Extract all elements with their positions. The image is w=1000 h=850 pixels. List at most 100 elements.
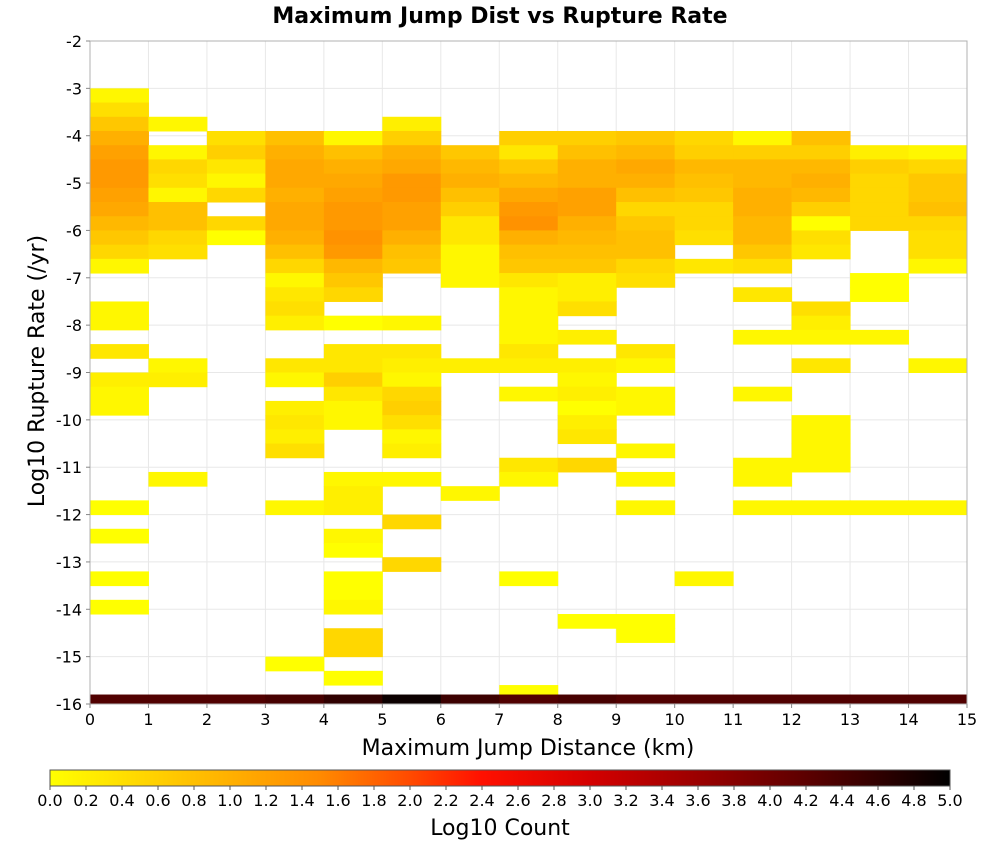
heatmap-cell <box>382 400 442 416</box>
heatmap-cell <box>440 230 500 246</box>
y-tick-label: -13 <box>56 553 82 572</box>
heatmap-cell <box>382 130 442 146</box>
heatmap-cell <box>323 159 383 175</box>
heatmap-cell <box>557 329 617 345</box>
heatmap-cell <box>499 244 559 260</box>
heatmap-cell <box>148 159 208 175</box>
heatmap-cell <box>148 471 208 487</box>
heatmap-cell <box>733 386 793 402</box>
heatmap-cell <box>148 145 208 160</box>
heatmap-cell <box>499 173 559 189</box>
heatmap-cell <box>850 500 910 516</box>
heatmap-cell <box>674 571 734 587</box>
heatmap-cell <box>674 230 734 246</box>
heatmap-cell <box>674 145 734 160</box>
colorbar-tick-label: 1.8 <box>361 791 386 810</box>
heatmap-cell <box>382 216 442 231</box>
heatmap-cell <box>206 130 266 146</box>
x-tick-label: 10 <box>664 710 684 729</box>
heatmap-cell-bottom <box>499 694 559 704</box>
heatmap-cell <box>791 301 851 317</box>
heatmap-cell <box>499 130 559 146</box>
heatmap-cell <box>616 258 676 274</box>
heatmap-cell <box>382 315 442 331</box>
heatmap-cell <box>791 315 851 331</box>
heatmap-cell <box>440 216 500 231</box>
heatmap-cell <box>265 273 325 288</box>
heatmap-cell <box>616 187 676 203</box>
colorbar-tick-label: 4.0 <box>757 791 782 810</box>
heatmap-cell <box>674 258 734 274</box>
heatmap-cell <box>323 344 383 359</box>
x-tick-label: 6 <box>436 710 446 729</box>
heatmap-cell <box>791 429 851 445</box>
heatmap-cell <box>499 258 559 274</box>
heatmap-cell <box>90 102 149 118</box>
heatmap-cell-bottom <box>557 694 617 704</box>
y-axis-label: Log10 Rupture Rate (/yr) <box>25 235 50 507</box>
y-tick-label: -5 <box>66 174 82 193</box>
heatmap-cell <box>440 486 500 501</box>
heatmap-cell <box>382 372 442 388</box>
heatmap-cell <box>499 315 559 331</box>
heatmap-cell <box>908 244 968 260</box>
heatmap-cell <box>557 273 617 288</box>
heatmap-cell <box>499 358 559 373</box>
colorbar-tick-label: 4.8 <box>901 791 926 810</box>
heatmap-cell <box>440 244 500 260</box>
heatmap-cell <box>791 216 851 231</box>
heatmap-cell <box>382 230 442 246</box>
heatmap-cell <box>733 471 793 487</box>
heatmap-cell <box>499 471 559 487</box>
heatmap-cell <box>733 500 793 516</box>
heatmap-cell <box>440 159 500 175</box>
colorbar-tick-label: 1.4 <box>289 791 314 810</box>
heatmap-cell <box>557 358 617 373</box>
heatmap-cell <box>323 258 383 274</box>
heatmap-cell <box>499 273 559 288</box>
heatmap-cell <box>90 130 149 146</box>
heatmap-cell <box>616 202 676 217</box>
heatmap-cell <box>323 244 383 260</box>
heatmap-cell <box>674 159 734 175</box>
heatmap-cell <box>616 130 676 146</box>
heatmap-cell <box>616 443 676 459</box>
x-tick-label: 12 <box>781 710 801 729</box>
y-tick-label: -16 <box>56 695 82 714</box>
heatmap-cell <box>908 500 968 516</box>
heatmap-cell <box>265 415 325 430</box>
heatmap-cell <box>791 130 851 146</box>
heatmap-cell <box>265 372 325 388</box>
heatmap-cell <box>850 202 910 217</box>
heatmap-cell-bottom <box>674 694 734 704</box>
heatmap-cell <box>265 202 325 217</box>
heatmap-cell <box>148 372 208 388</box>
heatmap-cell <box>616 173 676 189</box>
heatmap-cell <box>265 159 325 175</box>
colorbar-tick-label: 4.4 <box>829 791 854 810</box>
y-tick-label: -6 <box>66 221 82 240</box>
heatmap-cell <box>908 202 968 217</box>
heatmap-cell <box>440 258 500 274</box>
heatmap-cell <box>440 187 500 203</box>
heatmap-cell <box>265 301 325 317</box>
heatmap-cell <box>323 372 383 388</box>
heatmap-cell <box>382 358 442 373</box>
heatmap-cell <box>674 173 734 189</box>
heatmap-cell <box>733 258 793 274</box>
heatmap-cell <box>206 159 266 175</box>
heatmap-cell <box>733 202 793 217</box>
heatmap-cell <box>616 216 676 231</box>
heatmap-cell <box>90 88 149 104</box>
heatmap-cell-bottom <box>206 694 266 704</box>
heatmap-cell <box>791 230 851 246</box>
heatmap-cell-bottom <box>850 694 910 704</box>
heatmap-cell <box>90 386 149 402</box>
colorbar-tick-label: 3.8 <box>721 791 746 810</box>
colorbar-tick-label: 0.4 <box>109 791 134 810</box>
x-axis-label: Maximum Jump Distance (km) <box>362 736 695 761</box>
x-axis-ticks: 0 1 2 3 4 5 6 7 8 9 10 11 12 13 14 15 <box>85 704 977 729</box>
heatmap-cell <box>616 273 676 288</box>
heatmap-cell <box>323 230 383 246</box>
heatmap-cell <box>90 500 149 516</box>
